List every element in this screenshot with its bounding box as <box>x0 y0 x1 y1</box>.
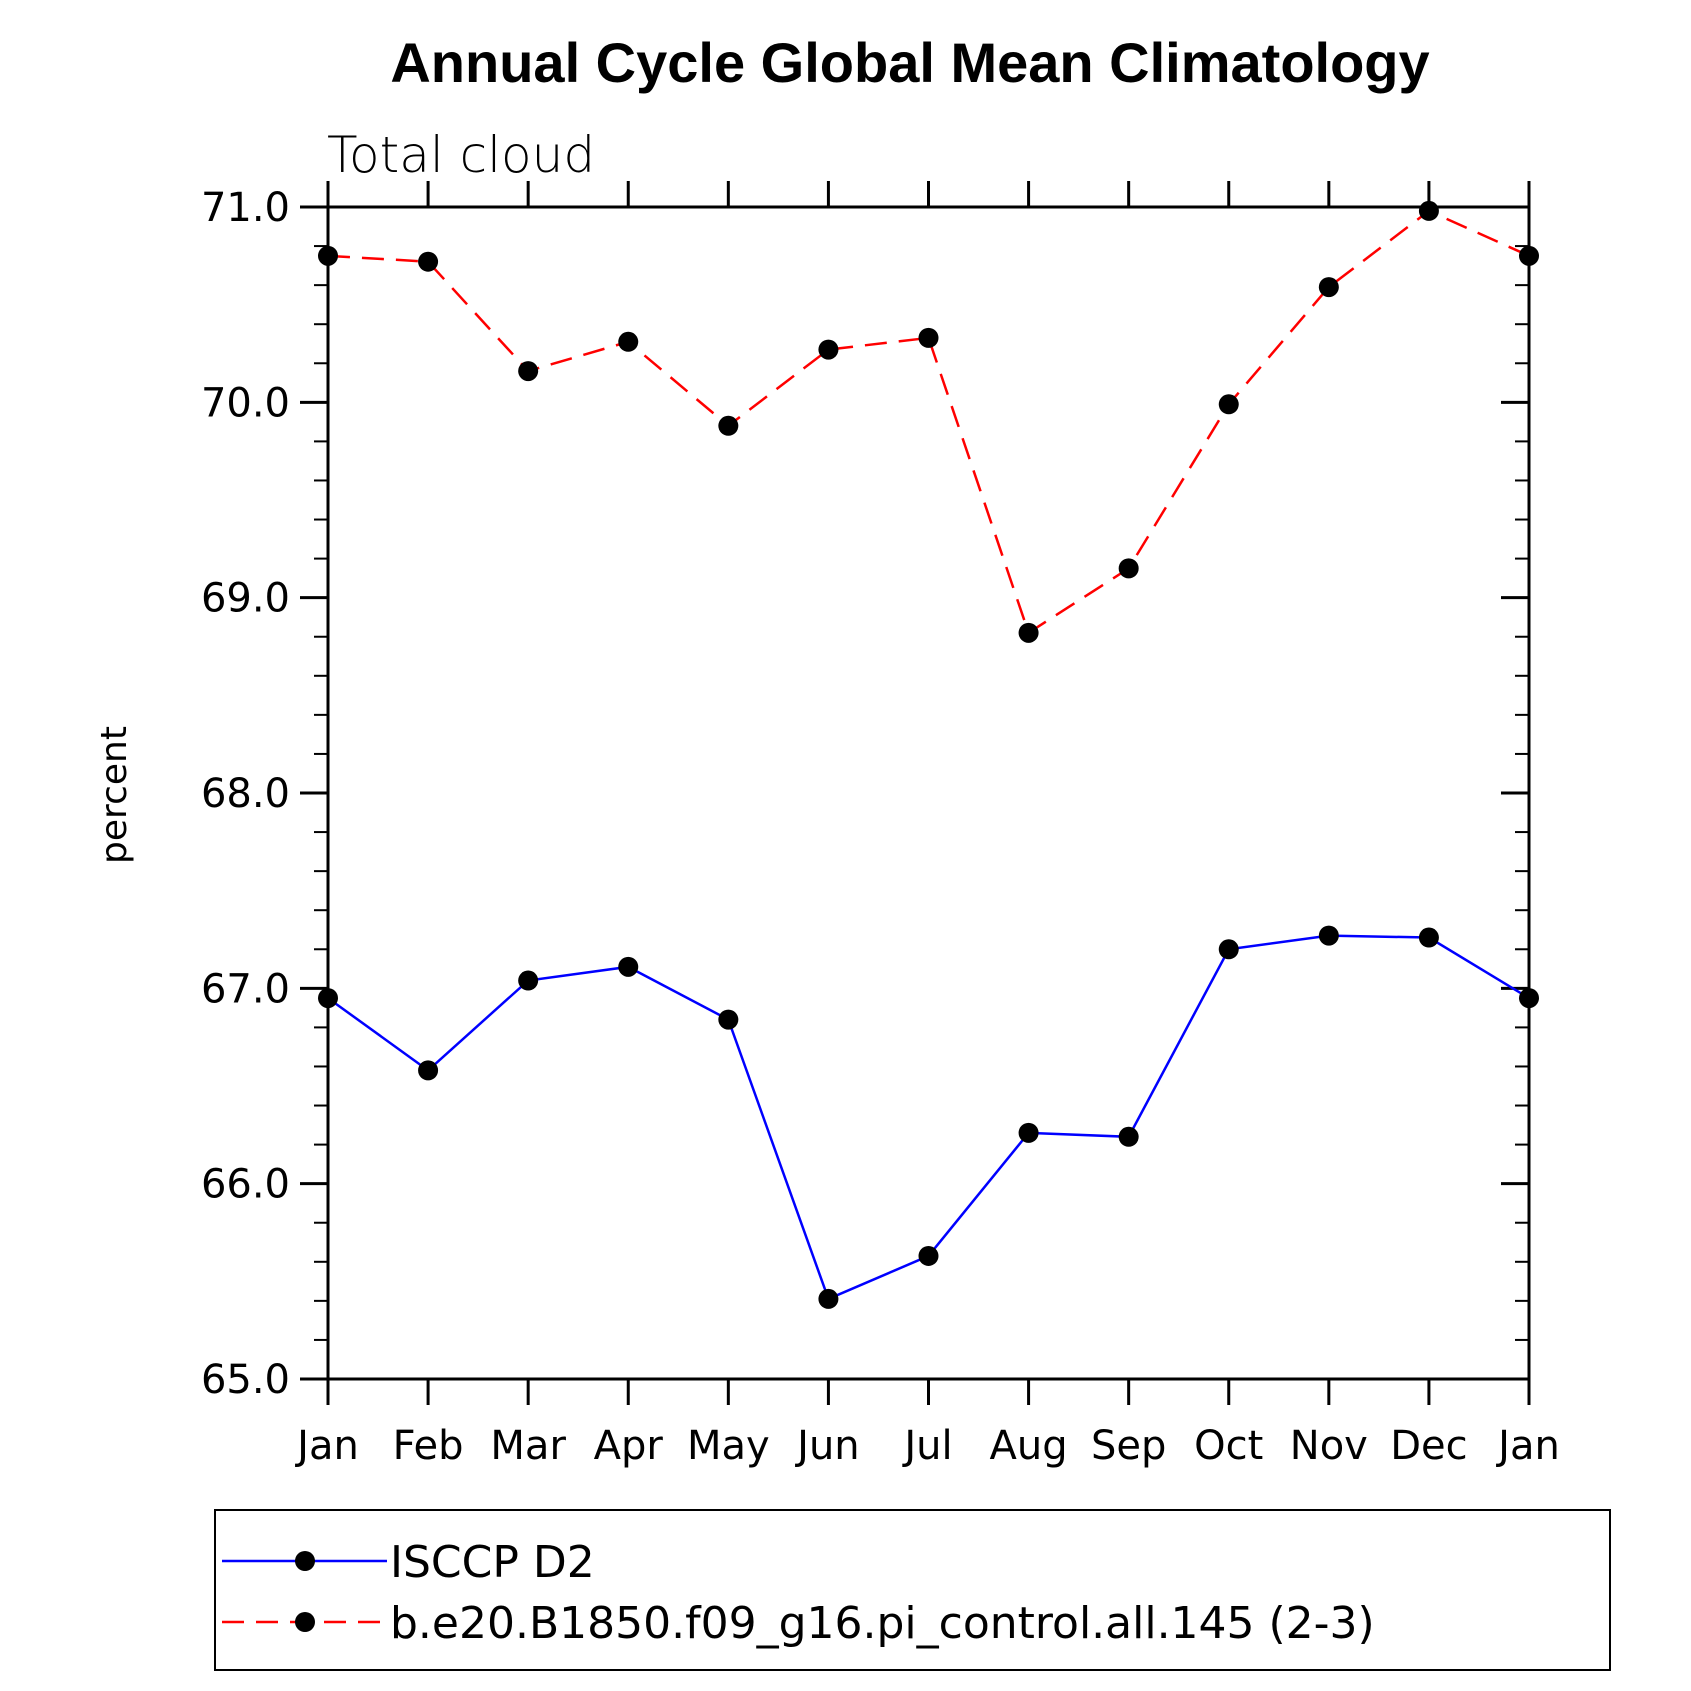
x-tick-label: Sep <box>1091 1423 1166 1469</box>
series-2-point <box>1018 622 1039 643</box>
chart-title: Annual Cycle Global Mean Climatology <box>390 31 1429 94</box>
x-tick-label: Apr <box>594 1423 664 1469</box>
series-2-point <box>1519 245 1539 266</box>
y-tick-label: 68.0 <box>201 771 290 817</box>
series-2-point <box>1318 277 1339 298</box>
legend-marker-2 <box>295 1612 315 1632</box>
y-tick-label: 69.0 <box>201 576 290 622</box>
series-line-2 <box>327 209 1530 635</box>
series-1-point <box>1519 988 1539 1009</box>
legend-box <box>214 1509 1611 1671</box>
series-2-point <box>1418 200 1439 221</box>
x-tick-label: Oct <box>1194 1423 1263 1469</box>
series-1-point <box>1218 939 1239 960</box>
series-2-point <box>818 339 839 360</box>
x-tick-label: Jan <box>294 1423 359 1469</box>
series-1-point <box>1318 925 1339 946</box>
chart-subtitle: Total cloud <box>327 126 595 184</box>
series-1-point <box>418 1060 439 1081</box>
series-2-point <box>1118 558 1139 579</box>
legend: ISCCP D2 b.e20.B1850.f09_g16.pi_control.a… <box>222 1537 1375 1649</box>
series-layer <box>318 200 1539 1309</box>
series-1-point <box>718 1009 739 1030</box>
x-tick-label: Dec <box>1390 1423 1467 1469</box>
y-tick-label: 67.0 <box>201 966 290 1012</box>
series-line-1 <box>327 934 1530 1301</box>
x-tick-label: Aug <box>990 1423 1068 1469</box>
x-tick-label: Mar <box>490 1423 566 1469</box>
x-tick-label: Jan <box>1495 1423 1560 1469</box>
legend-label-1: ISCCP D2 <box>390 1537 595 1588</box>
series-1-point <box>918 1245 939 1266</box>
x-tick-label: Feb <box>393 1423 464 1469</box>
y-tick-label: 65.0 <box>201 1357 290 1403</box>
series-1-point <box>1118 1126 1139 1147</box>
x-tick-label: Jun <box>794 1423 860 1469</box>
series-1-point <box>818 1288 839 1309</box>
series-2-point <box>918 327 939 348</box>
y-tick-label: 71.0 <box>201 185 290 231</box>
y-tick-label: 70.0 <box>201 380 290 426</box>
series-1-point <box>1018 1122 1039 1143</box>
series-2-point <box>318 245 338 266</box>
y-axis-label: percent <box>94 726 135 864</box>
x-tick-label: May <box>687 1423 770 1469</box>
series-2-point <box>418 251 439 272</box>
x-tick-label: Nov <box>1290 1423 1368 1469</box>
series-1-point <box>1418 927 1439 948</box>
series-2-point <box>518 361 539 382</box>
series-1-point <box>518 970 539 991</box>
series-1-point <box>618 956 639 977</box>
x-tick-label: Jul <box>901 1423 952 1469</box>
legend-marker-1 <box>295 1551 315 1571</box>
plot-frame <box>326 205 1531 1381</box>
y-tick-label: 66.0 <box>201 1162 290 1208</box>
series-2-point <box>1218 394 1239 415</box>
legend-label-2: b.e20.B1850.f09_g16.pi_control.all.145 (… <box>390 1598 1375 1649</box>
axes: Jan Feb Mar Apr May Jun Jul Aug Sep Oct Nov Dec Jan6… <box>201 181 1560 1469</box>
series-2-point <box>618 331 639 352</box>
series-2-point <box>718 415 739 436</box>
series-1-point <box>318 988 338 1009</box>
